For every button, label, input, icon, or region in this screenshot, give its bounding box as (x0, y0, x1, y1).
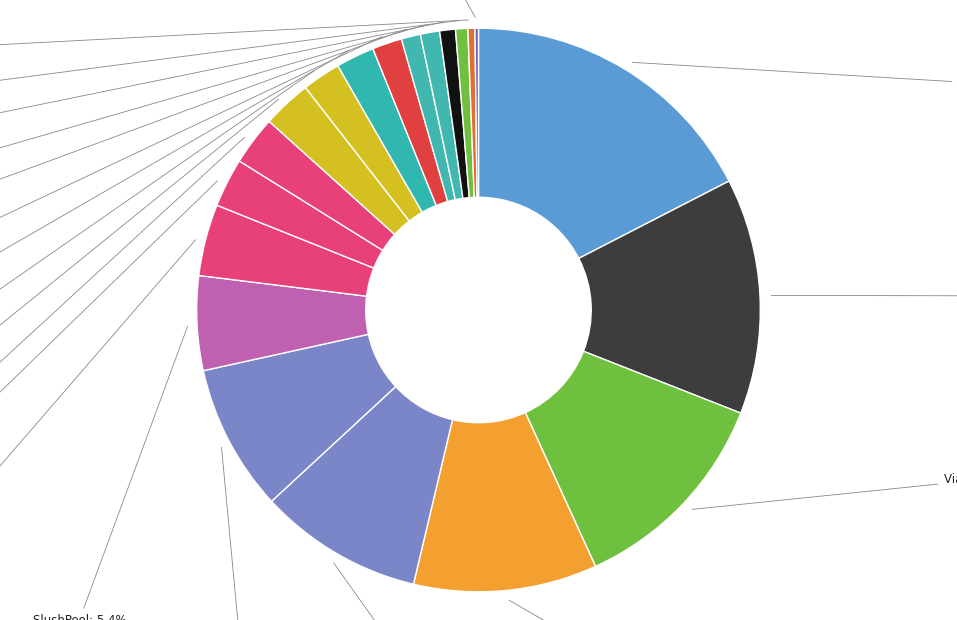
Text: 58COIN: 0.7%: 58COIN: 0.7% (0, 20, 458, 99)
Text: SlushPool: 5.4%: SlushPool: 5.4% (33, 326, 188, 620)
Wedge shape (239, 122, 394, 250)
Wedge shape (413, 412, 595, 592)
Wedge shape (439, 29, 469, 198)
Wedge shape (305, 66, 422, 221)
Wedge shape (197, 275, 368, 371)
Wedge shape (478, 28, 729, 259)
Text: Unknown: 2.2%: Unknown: 2.2% (0, 71, 314, 367)
Text: Bitcoin.com: 0.9%: Bitcoin.com: 0.9% (0, 22, 444, 142)
Text: BATPOOL: 1.1%: BATPOOL: 1.1% (0, 25, 426, 184)
Wedge shape (475, 28, 478, 197)
Text: BitcoinRussia: 0.4%: BitcoinRussia: 0.4% (0, 20, 468, 57)
Wedge shape (199, 205, 374, 296)
Text: BTCC Pool: 8.4%: BTCC Pool: 8.4% (199, 447, 296, 620)
Wedge shape (373, 39, 448, 205)
Wedge shape (272, 386, 453, 584)
Text: F2Pool: 9.4%: F2Pool: 9.4% (334, 563, 502, 620)
Wedge shape (579, 181, 760, 413)
Text: KanoPool: 1.1%: KanoPool: 1.1% (0, 29, 406, 223)
Text: BTC.com: 10.5%: BTC.com: 10.5% (509, 600, 787, 620)
Wedge shape (420, 31, 463, 200)
Text: 1Hash: 1.7%: 1Hash: 1.7% (0, 37, 382, 268)
Text: BTC.TOP: 13.5%: BTC.TOP: 13.5% (771, 290, 957, 303)
Wedge shape (525, 352, 741, 567)
Wedge shape (338, 49, 436, 212)
Wedge shape (456, 29, 475, 198)
Text: BW.COM: 2.2%: BW.COM: 2.2% (0, 50, 349, 316)
Text: ViaBTC: 12.2%: ViaBTC: 12.2% (692, 472, 957, 510)
Wedge shape (269, 87, 410, 234)
Text: BitFury: 2.8%: BitFury: 2.8% (0, 99, 278, 409)
Wedge shape (217, 161, 383, 268)
Text: GBMiners: 2.8%: GBMiners: 2.8% (0, 180, 217, 500)
Text: Bitcoin India: 0.2%: Bitcoin India: 0.2% (339, 0, 476, 17)
Text: BitClub Network: 4.1%: BitClub Network: 4.1% (0, 240, 195, 551)
Wedge shape (203, 334, 395, 502)
Wedge shape (468, 28, 478, 197)
Text: AntPool: 17.4%: AntPool: 17.4% (633, 63, 957, 91)
Wedge shape (401, 34, 456, 202)
Text: Bixin: 2.8%: Bixin: 2.8% (0, 137, 245, 452)
